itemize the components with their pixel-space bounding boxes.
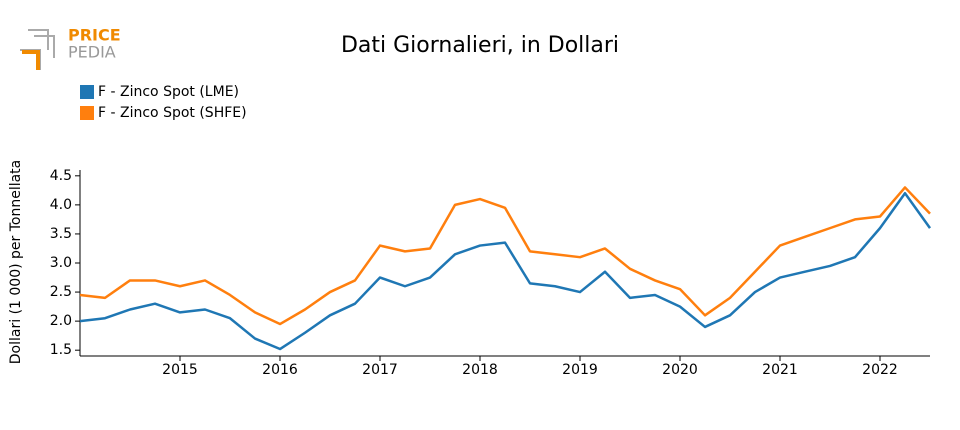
chart-title: Dati Giornalieri, in Dollari (341, 33, 619, 58)
legend-label: F - Zinco Spot (SHFE) (98, 105, 247, 121)
x-tick-label: 2015 (162, 362, 198, 378)
logo-accent (22, 50, 40, 70)
y-axis-label: Dollari (1 000) per Tonnellata (8, 160, 24, 364)
x-tick-label: 2022 (862, 362, 898, 378)
logo-text: PRICE (68, 26, 121, 45)
x-tick-label: 2019 (562, 362, 598, 378)
series-line (79, 186, 931, 326)
y-tick-label: 2.5 (50, 284, 72, 300)
y-tick-label: 1.5 (50, 342, 72, 358)
legend-label: F - Zinco Spot (LME) (98, 84, 239, 100)
x-tick-label: 2020 (662, 362, 698, 378)
y-tick-label: 4.5 (50, 168, 72, 184)
legend-swatch (80, 85, 94, 99)
y-tick-label: 3.0 (50, 255, 72, 271)
legend-swatch (80, 106, 94, 120)
x-tick-label: 2017 (362, 362, 398, 378)
x-tick-label: 2016 (262, 362, 298, 378)
x-tick-label: 2018 (462, 362, 498, 378)
logo: PRICE PEDIA (20, 26, 121, 70)
series-line (79, 192, 932, 351)
y-tick-label: 3.5 (50, 226, 72, 242)
y-tick-label: 4.0 (50, 197, 72, 213)
y-tick-label: 2.0 (50, 313, 72, 329)
x-tick-label: 2021 (762, 362, 798, 378)
logo-text: PEDIA (68, 43, 116, 62)
